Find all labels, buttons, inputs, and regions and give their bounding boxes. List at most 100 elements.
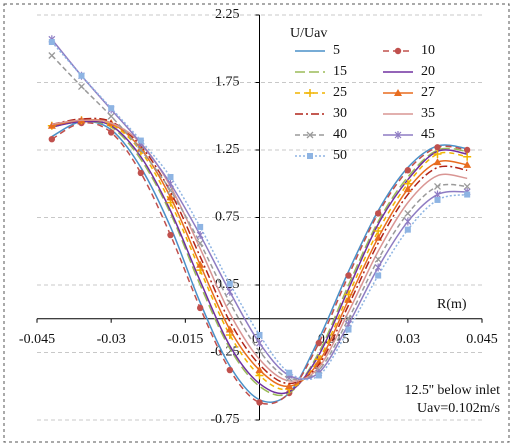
marker [404,217,412,226]
marker [306,131,314,139]
marker [226,280,233,287]
marker [137,137,144,144]
marker [315,339,323,347]
marker [107,112,115,120]
legend-label: 25 [333,85,347,100]
marker [167,187,174,194]
series [48,39,471,381]
marker [167,174,174,180]
marker [345,272,352,279]
marker [394,131,402,139]
y-tick-label: 1.75 [215,75,240,90]
legend-label: 27 [421,85,435,100]
marker [286,369,293,376]
marker [78,72,85,79]
marker [464,191,471,198]
marker [394,89,402,96]
x-tick-label: -0.015 [167,332,203,347]
series [51,120,468,395]
marker [314,357,323,365]
legend-label: 45 [421,127,435,142]
marker [107,129,115,136]
marker [394,47,402,55]
y-axis-label: U/Uav [290,26,327,41]
legend-label: 30 [333,106,347,121]
x-tick-label: 0.03 [396,332,421,347]
legend-label: 5 [333,43,340,58]
marker [197,223,204,230]
marker [307,153,313,159]
marker [463,160,472,168]
marker [463,152,472,161]
y-tick-label: 0.75 [215,210,240,225]
x-tick-label: -0.045 [19,332,55,347]
marker [108,105,115,112]
marker [256,331,263,338]
legend-label: 40 [333,127,347,142]
annotation: Uav=0.102m/s [417,401,500,416]
marker [47,121,56,129]
data-line [51,120,468,395]
marker [136,144,145,152]
annotation: 12.5'' below inlet [404,383,500,398]
marker [48,39,55,45]
marker [196,231,204,240]
marker [306,89,314,97]
x-tick-label: -0.03 [97,332,126,347]
marker [167,231,174,239]
y-tick-label: -0.75 [210,412,239,427]
marker [226,299,234,307]
marker [375,272,382,279]
series [51,117,468,385]
x-axis-label: R(m) [437,297,467,312]
marker [166,193,175,201]
marker [404,226,411,233]
legend-label: 50 [333,148,347,163]
x-tick-label: 0 [252,332,259,347]
legend-label: 15 [333,64,347,79]
marker [285,382,294,390]
marker [137,169,145,177]
marker [255,366,264,374]
marker [196,239,204,247]
marker [256,347,263,355]
marker [403,185,412,193]
legend-label: 35 [421,106,435,121]
marker [374,255,382,263]
marker [256,399,263,406]
marker [167,179,174,188]
marker [48,136,56,143]
marker [78,83,85,91]
data-line [51,117,468,385]
y-tick-label: 1.25 [215,142,240,157]
data-line [51,120,468,397]
marker [226,287,234,296]
series [51,120,468,397]
marker [225,325,234,333]
marker [374,263,382,272]
marker [315,372,322,379]
marker [463,182,471,190]
legend-label: 20 [421,64,435,79]
marker [48,52,56,59]
marker [137,146,145,154]
chart-border [3,3,510,443]
marker [463,146,471,154]
marker [226,366,234,374]
marker [433,150,442,159]
series [47,116,472,390]
marker [196,304,204,312]
legend-label: 10 [421,43,435,58]
marker [404,167,412,174]
data-line [51,121,468,405]
marker [434,144,441,151]
marker [404,209,412,217]
y-tick-label: 2.25 [215,7,240,22]
marker [374,227,383,235]
marker [196,260,205,268]
x-tick-label: 0.045 [466,332,498,347]
marker [434,182,441,190]
marker [345,326,352,333]
marker [374,210,382,217]
